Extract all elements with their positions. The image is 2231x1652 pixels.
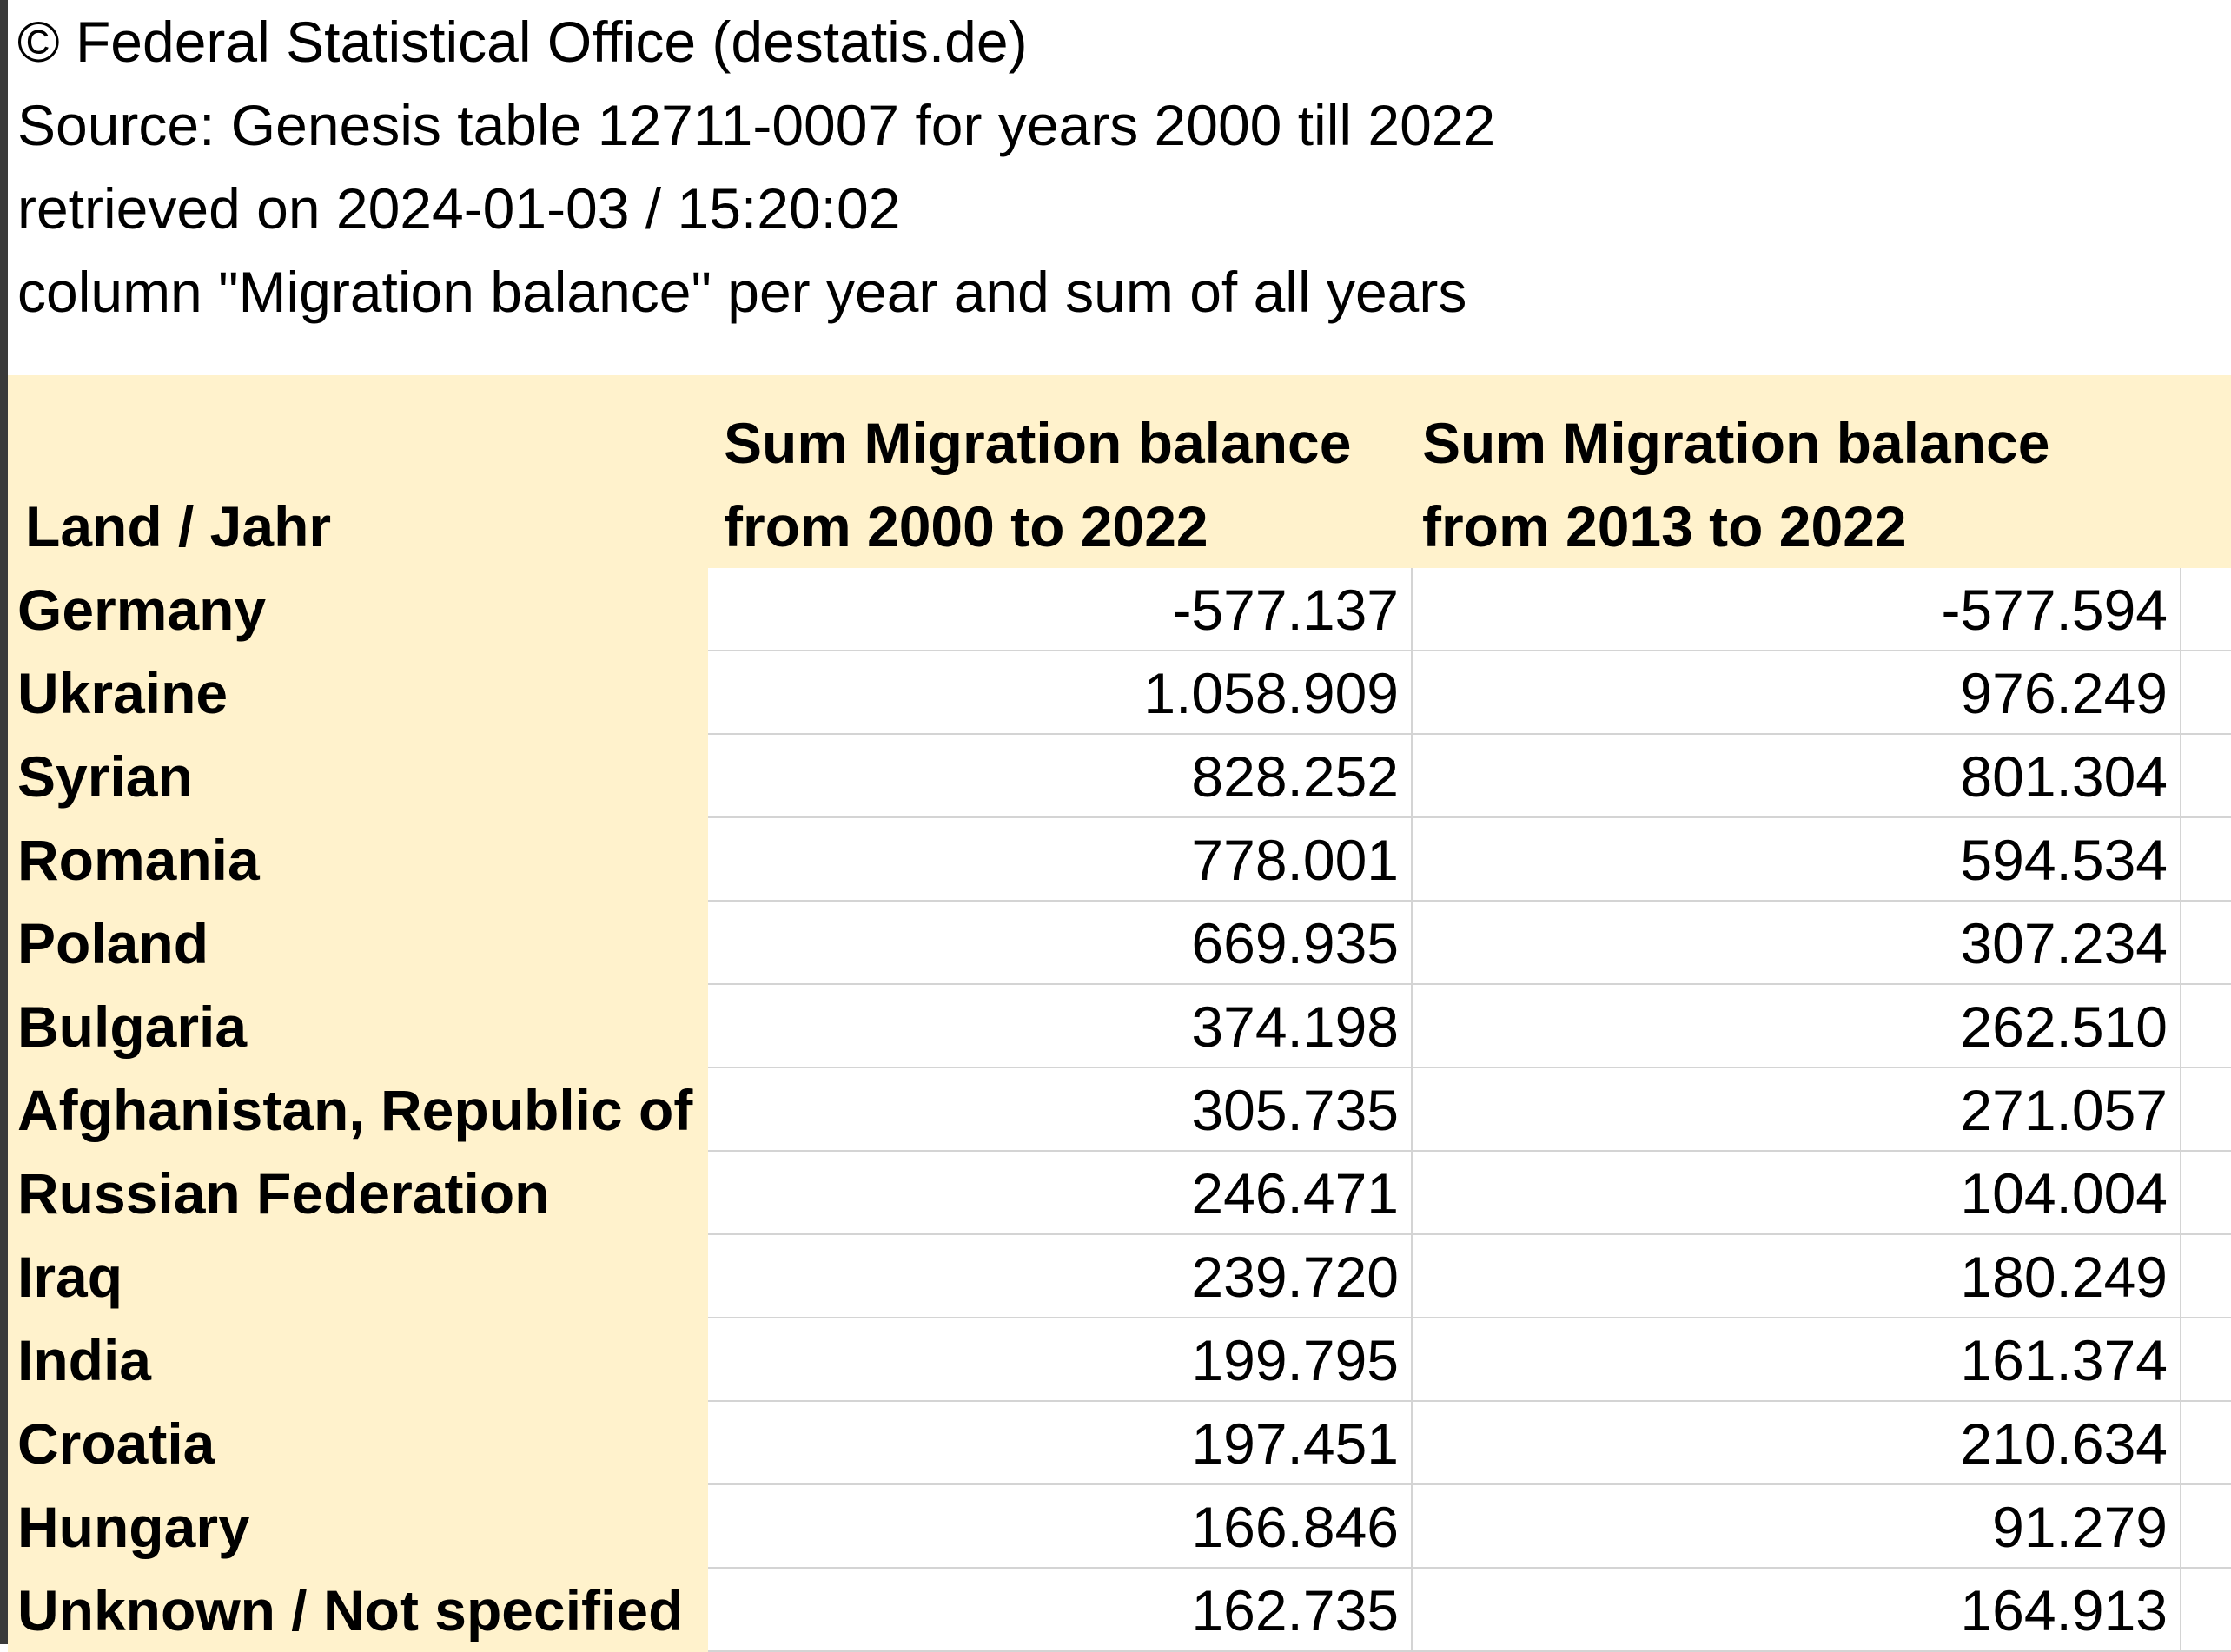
country-cell[interactable]: India bbox=[8, 1318, 708, 1402]
sum-2013-2022-cell[interactable]: 307.234 bbox=[1413, 902, 2181, 985]
empty-cell[interactable] bbox=[2181, 1402, 2231, 1485]
sum-2000-2022-cell[interactable]: 166.846 bbox=[708, 1485, 1413, 1569]
sum-2000-2022-cell[interactable]: 246.471 bbox=[708, 1152, 1413, 1235]
empty-cell[interactable] bbox=[2181, 651, 2231, 735]
header-country-cell[interactable]: Land / Jahr bbox=[25, 494, 332, 558]
table-row: Romania 778.001 594.534 bbox=[8, 818, 2231, 902]
empty-cell[interactable] bbox=[2181, 1569, 2231, 1652]
sum-2000-2022-cell[interactable]: 197.451 bbox=[708, 1402, 1413, 1485]
table-row: Unknown / Not specified 162.735 164.913 bbox=[8, 1569, 2231, 1652]
empty-cell[interactable] bbox=[2181, 1485, 2231, 1569]
empty-cell[interactable] bbox=[2181, 1318, 2231, 1402]
table-header: Land / Jahr Sum Migration balance from 2… bbox=[8, 375, 2231, 568]
sum-2000-2022-cell[interactable]: 828.252 bbox=[708, 735, 1413, 818]
country-cell[interactable]: Romania bbox=[8, 818, 708, 902]
sum-2000-2022-cell[interactable]: 778.001 bbox=[708, 818, 1413, 902]
table-row: Afghanistan, Republic of 305.735 271.057 bbox=[8, 1068, 2231, 1152]
sum-2013-2022-cell[interactable]: 801.304 bbox=[1413, 735, 2181, 818]
table-row: India 199.795 161.374 bbox=[8, 1318, 2231, 1402]
table-row: Syrian 828.252 801.304 bbox=[8, 735, 2231, 818]
country-cell[interactable]: Bulgaria bbox=[8, 985, 708, 1068]
header-col1-line1: Sum Migration balance bbox=[724, 411, 1352, 475]
sum-2000-2022-cell[interactable]: 305.735 bbox=[708, 1068, 1413, 1152]
country-cell[interactable]: Hungary bbox=[8, 1485, 708, 1569]
empty-cell[interactable] bbox=[2181, 735, 2231, 818]
empty-cell[interactable] bbox=[2181, 1152, 2231, 1235]
sum-2013-2022-cell[interactable]: 180.249 bbox=[1413, 1235, 2181, 1318]
country-cell[interactable]: Syrian bbox=[8, 735, 708, 818]
sum-2013-2022-cell[interactable]: 210.634 bbox=[1413, 1402, 2181, 1485]
sum-2013-2022-cell[interactable]: 271.057 bbox=[1413, 1068, 2181, 1152]
header-col2-line2: from 2013 to 2022 bbox=[1422, 494, 1907, 558]
country-cell[interactable]: Poland bbox=[8, 902, 708, 985]
sum-2013-2022-cell[interactable]: -577.594 bbox=[1413, 568, 2181, 651]
empty-cell[interactable] bbox=[2181, 902, 2231, 985]
sum-2013-2022-cell[interactable]: 594.534 bbox=[1413, 818, 2181, 902]
table-row: Ukraine 1.058.909 976.249 bbox=[8, 651, 2231, 735]
header-sum-2013-2022-cell[interactable]: Sum Migration balance from 2013 to 2022 bbox=[1422, 401, 2049, 568]
sum-2013-2022-cell[interactable]: 262.510 bbox=[1413, 985, 2181, 1068]
table-row: Iraq 239.720 180.249 bbox=[8, 1235, 2231, 1318]
table-row: Germany -577.137 -577.594 bbox=[8, 568, 2231, 651]
sum-2000-2022-cell[interactable]: 162.735 bbox=[708, 1569, 1413, 1652]
table-row: Poland 669.935 307.234 bbox=[8, 902, 2231, 985]
empty-cell[interactable] bbox=[2181, 1235, 2231, 1318]
table-row: Bulgaria 374.198 262.510 bbox=[8, 985, 2231, 1068]
table-row: Croatia 197.451 210.634 bbox=[8, 1402, 2231, 1485]
country-cell[interactable]: Iraq bbox=[8, 1235, 708, 1318]
country-cell[interactable]: Ukraine bbox=[8, 651, 708, 735]
country-cell[interactable]: Russian Federation bbox=[8, 1152, 708, 1235]
metadata-block: © Federal Statistical Office (destatis.d… bbox=[17, 0, 2224, 334]
sum-2000-2022-cell[interactable]: 1.058.909 bbox=[708, 651, 1413, 735]
header-sum-2000-2022-cell[interactable]: Sum Migration balance from 2000 to 2022 bbox=[724, 401, 1351, 568]
sum-2013-2022-cell[interactable]: 91.279 bbox=[1413, 1485, 2181, 1569]
sum-2013-2022-cell[interactable]: 161.374 bbox=[1413, 1318, 2181, 1402]
sum-2000-2022-cell[interactable]: 669.935 bbox=[708, 902, 1413, 985]
header-col2-line1: Sum Migration balance bbox=[1422, 411, 2050, 475]
empty-cell[interactable] bbox=[2181, 818, 2231, 902]
country-cell[interactable]: Afghanistan, Republic of bbox=[8, 1068, 708, 1152]
country-cell[interactable]: Unknown / Not specified bbox=[8, 1569, 708, 1652]
description-line: column "Migration balance" per year and … bbox=[17, 260, 1467, 324]
sum-2013-2022-cell[interactable]: 104.004 bbox=[1413, 1152, 2181, 1235]
sum-2000-2022-cell[interactable]: 374.198 bbox=[708, 985, 1413, 1068]
sum-2013-2022-cell[interactable]: 164.913 bbox=[1413, 1569, 2181, 1652]
retrieved-line: retrieved on 2024-01-03 / 15:20:02 bbox=[17, 176, 901, 241]
window-left-edge bbox=[0, 0, 8, 1644]
copyright-line: © Federal Statistical Office (destatis.d… bbox=[17, 10, 1028, 74]
table-body: Germany -577.137 -577.594 Ukraine 1.058.… bbox=[8, 568, 2231, 1652]
source-line: Source: Genesis table 12711-0007 for yea… bbox=[17, 93, 1496, 157]
sum-2000-2022-cell[interactable]: -577.137 bbox=[708, 568, 1413, 651]
empty-cell[interactable] bbox=[2181, 568, 2231, 651]
sum-2000-2022-cell[interactable]: 239.720 bbox=[708, 1235, 1413, 1318]
header-col1-line2: from 2000 to 2022 bbox=[724, 494, 1208, 558]
sum-2000-2022-cell[interactable]: 199.795 bbox=[708, 1318, 1413, 1402]
table-row: Hungary 166.846 91.279 bbox=[8, 1485, 2231, 1569]
table-row: Russian Federation 246.471 104.004 bbox=[8, 1152, 2231, 1235]
empty-cell[interactable] bbox=[2181, 985, 2231, 1068]
sum-2013-2022-cell[interactable]: 976.249 bbox=[1413, 651, 2181, 735]
country-cell[interactable]: Croatia bbox=[8, 1402, 708, 1485]
country-cell[interactable]: Germany bbox=[8, 568, 708, 651]
empty-cell[interactable] bbox=[2181, 1068, 2231, 1152]
